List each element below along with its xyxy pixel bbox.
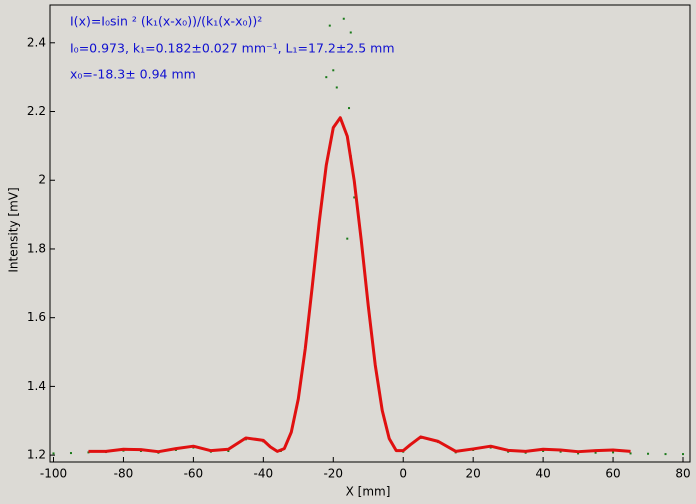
data-point <box>559 450 562 453</box>
y-tick-label: 2.2 <box>27 104 46 118</box>
data-point <box>612 451 615 454</box>
data-point <box>348 107 351 110</box>
data-point <box>335 86 338 89</box>
y-axis-label: Intensity [mV] <box>7 187 21 272</box>
data-point <box>87 451 90 454</box>
x-tick-label: 80 <box>675 467 690 481</box>
y-tick-label: 1.8 <box>27 241 46 255</box>
x-tick-label: -40 <box>254 467 274 481</box>
x-tick-label: 40 <box>535 467 550 481</box>
x-tick-label: -60 <box>184 467 204 481</box>
y-tick-label: 1.2 <box>27 448 46 462</box>
data-point <box>69 452 72 455</box>
x-tick-label: -20 <box>323 467 343 481</box>
data-point <box>346 237 349 240</box>
data-point <box>52 452 55 455</box>
x-tick-label: 60 <box>605 467 620 481</box>
data-point <box>542 450 545 453</box>
x-tick-label: 20 <box>466 467 481 481</box>
annotation: x₀=-18.3± 0.94 mm <box>70 67 196 82</box>
plot-frame <box>49 4 691 463</box>
fit-line <box>88 116 631 454</box>
annotation: I₀=0.973, k₁=0.182±0.027 mm⁻¹, L₁=17.2±2… <box>70 41 395 56</box>
data-point <box>353 196 356 199</box>
x-axis-label: X [mm] <box>346 485 391 499</box>
data-point <box>342 17 345 20</box>
y-tick-label: 2.4 <box>27 35 46 49</box>
y-tick-label: 1.6 <box>27 310 46 324</box>
data-point <box>647 452 650 455</box>
y-tick-label: 1.4 <box>27 379 46 393</box>
data-point <box>664 453 667 456</box>
annotation: I(x)=I₀sin ² (k₁(x-x₀))/(k₁(x-x₀))² <box>70 14 262 29</box>
data-point <box>594 451 597 454</box>
data-point <box>577 452 580 455</box>
data-point <box>349 31 352 34</box>
y-tick-label: 2 <box>38 173 46 187</box>
data-point <box>682 453 685 456</box>
data-point <box>325 76 328 79</box>
x-tick-label: -100 <box>40 467 67 481</box>
data-point <box>332 69 335 72</box>
x-tick-label: -80 <box>114 467 134 481</box>
data-point <box>629 452 632 455</box>
data-point <box>227 450 230 453</box>
data-point <box>328 24 331 27</box>
x-tick-label: 0 <box>399 467 407 481</box>
